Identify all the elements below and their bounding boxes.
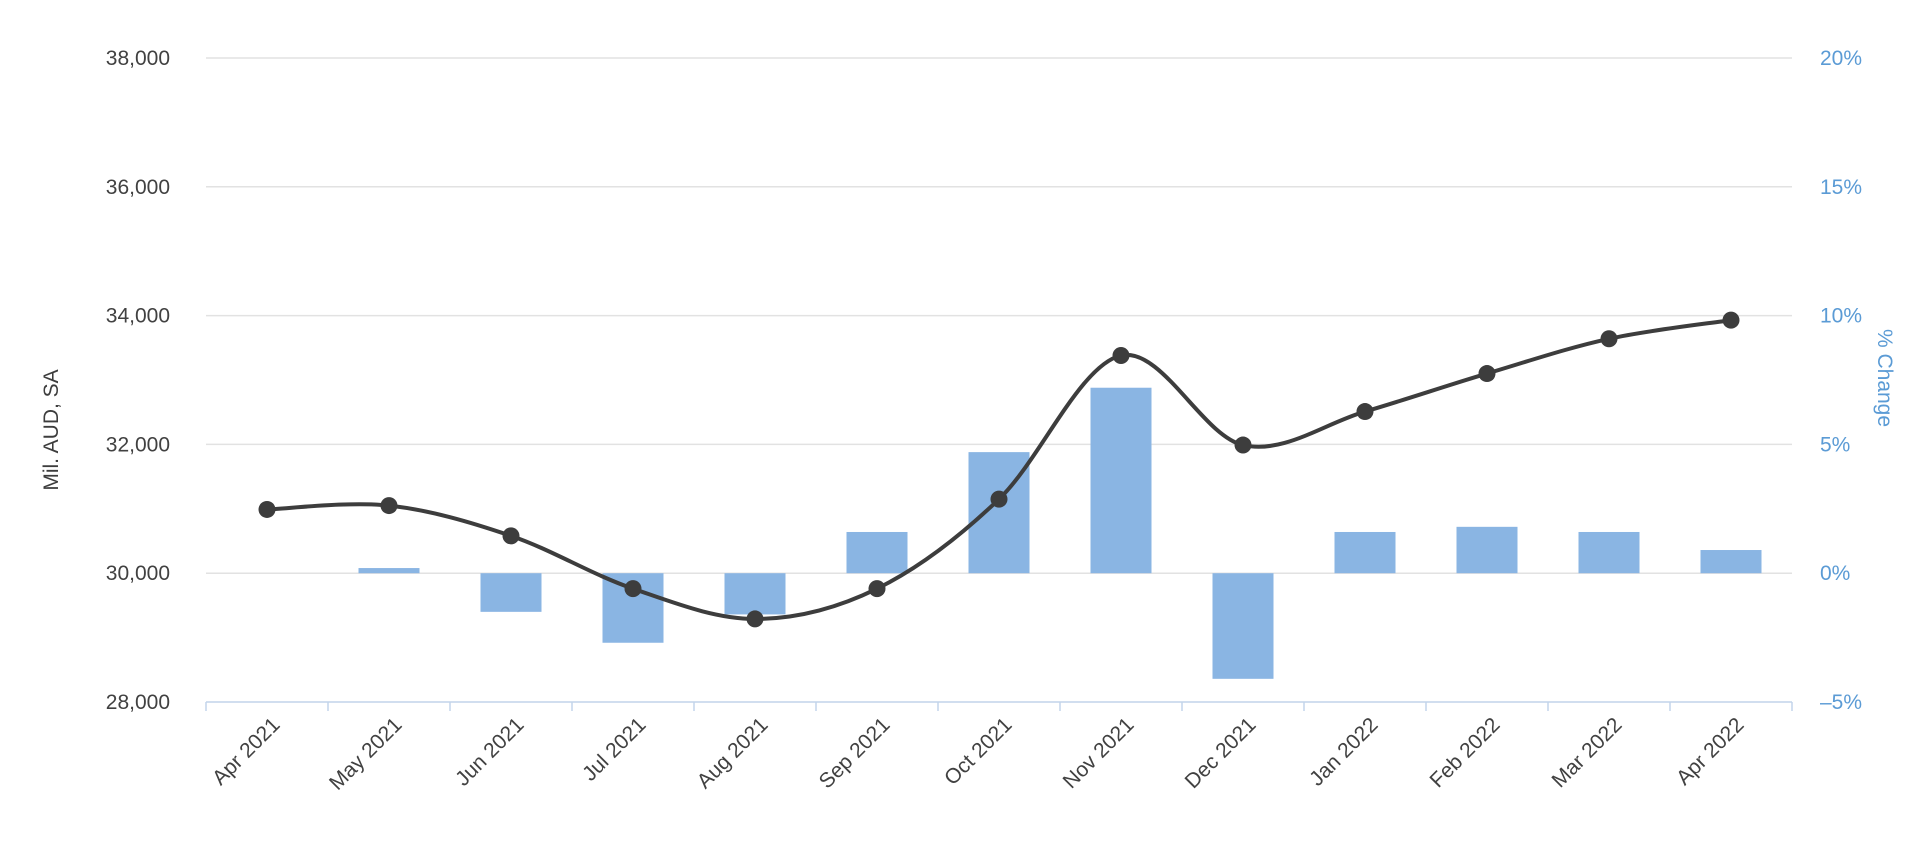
x-axis-label-nov-2021: Nov 2021 bbox=[1059, 713, 1139, 793]
bar-jun-2021 bbox=[480, 573, 542, 612]
bar-may-2021 bbox=[358, 568, 420, 574]
bar-oct-2021 bbox=[968, 452, 1030, 574]
right-axis-title: % Change bbox=[1873, 329, 1896, 427]
right-axis-tick-label: 10% bbox=[1820, 305, 1862, 328]
x-axis-label-jun-2021: Jun 2021 bbox=[451, 713, 528, 790]
left-axis-tick-label: 28,000 bbox=[106, 691, 170, 714]
marker-apr-2022 bbox=[1722, 311, 1740, 329]
x-axis-label-feb-2022: Feb 2022 bbox=[1426, 713, 1505, 792]
left-axis-title: Mil. AUD, SA bbox=[40, 369, 63, 490]
bar-aug-2021 bbox=[724, 573, 786, 615]
marker-feb-2022 bbox=[1478, 365, 1496, 383]
marker-sep-2021 bbox=[868, 580, 886, 598]
marker-may-2021 bbox=[380, 497, 398, 515]
bar-nov-2021 bbox=[1090, 387, 1152, 574]
x-axis-label-apr-2021: Apr 2021 bbox=[208, 713, 285, 790]
left-axis-tick-label: 38,000 bbox=[106, 47, 170, 70]
marker-dec-2021 bbox=[1234, 436, 1252, 454]
x-axis-label-may-2021: May 2021 bbox=[325, 713, 406, 794]
left-axis-tick-label: 36,000 bbox=[106, 176, 170, 199]
marker-jul-2021 bbox=[624, 580, 642, 598]
left-axis-tick-label: 32,000 bbox=[106, 433, 170, 456]
x-axis-label-jan-2022: Jan 2022 bbox=[1305, 713, 1382, 790]
right-axis-tick-label: 5% bbox=[1820, 433, 1850, 456]
right-axis-tick-label: 15% bbox=[1820, 176, 1862, 199]
x-axis-label-mar-2022: Mar 2022 bbox=[1548, 713, 1627, 792]
plot-area: 38,000 36,000 34,000 32,000 30,000 28,000 20% 1… bbox=[106, 47, 1862, 795]
bar-apr-2022 bbox=[1700, 550, 1762, 574]
marker-apr-2021 bbox=[258, 500, 276, 518]
x-axis-label-jul-2021: Jul 2021 bbox=[578, 713, 650, 785]
bar-jan-2022 bbox=[1334, 531, 1396, 574]
bar-sep-2021 bbox=[846, 531, 908, 574]
x-axis-label-dec-2021: Dec 2021 bbox=[1181, 713, 1261, 793]
x-axis-label-aug-2021: Aug 2021 bbox=[693, 713, 773, 793]
marker-mar-2022 bbox=[1600, 330, 1618, 348]
left-axis-tick-label: 30,000 bbox=[106, 562, 170, 585]
right-axis-tick-label: –5% bbox=[1820, 691, 1862, 714]
marker-jun-2021 bbox=[502, 527, 520, 545]
x-axis-label-sep-2021: Sep 2021 bbox=[815, 713, 895, 793]
right-axis-tick-label: 20% bbox=[1820, 47, 1862, 70]
bar-dec-2021 bbox=[1212, 573, 1274, 679]
x-axis-label-apr-2022: Apr 2022 bbox=[1672, 713, 1749, 790]
x-axis-label-oct-2021: Oct 2021 bbox=[940, 713, 1017, 790]
bar-feb-2022 bbox=[1456, 526, 1518, 574]
marker-jan-2022 bbox=[1356, 403, 1374, 421]
marker-oct-2021 bbox=[990, 490, 1008, 508]
right-axis-tick-label: 0% bbox=[1820, 562, 1850, 585]
left-axis-tick-label: 34,000 bbox=[106, 305, 170, 328]
marker-nov-2021 bbox=[1112, 347, 1130, 365]
marker-aug-2021 bbox=[746, 610, 764, 628]
bar-mar-2022 bbox=[1578, 531, 1640, 574]
